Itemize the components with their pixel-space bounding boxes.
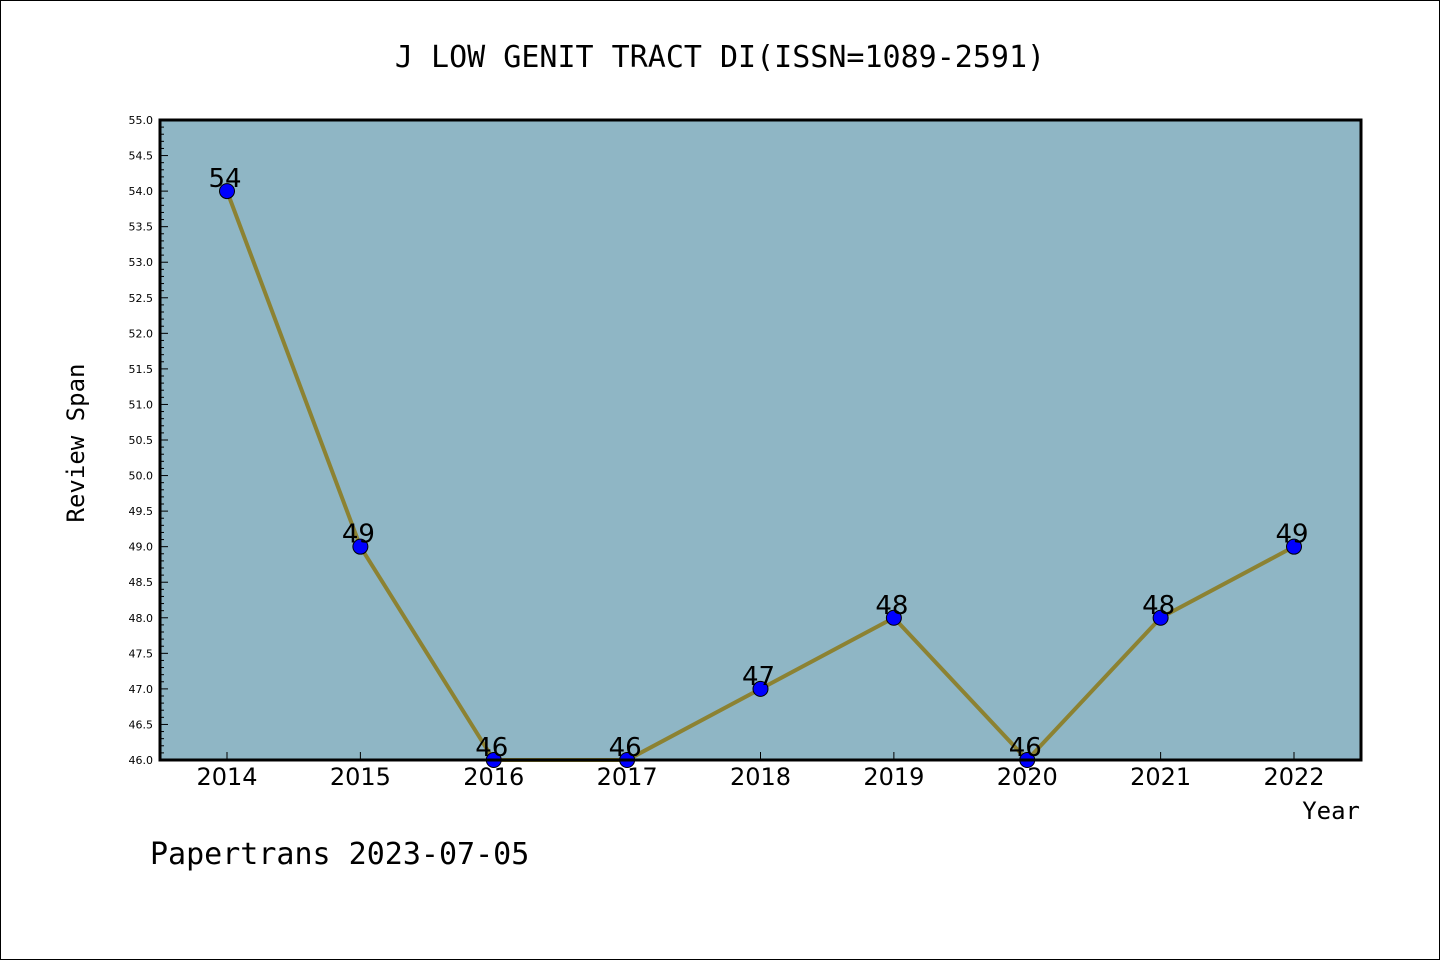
y-axis-ticks: 46.0 46.5 47.0 47.5 48.0 48.5 49.0 49.5 50.0 50.5…	[129, 114, 168, 767]
y-tick-label: 50.0	[129, 470, 154, 483]
y-tick-label: 55.0	[129, 114, 154, 127]
x-tick-label: 2015	[330, 763, 391, 791]
y-tick-label: 50.5	[129, 434, 154, 447]
chart-title: J LOW GENIT TRACT DI(ISSN=1089-2591)	[395, 40, 1045, 75]
x-tick-label: 2018	[730, 763, 791, 791]
y-tick-label: 53.0	[129, 256, 154, 269]
y-tick-label: 47.0	[129, 683, 154, 696]
y-tick-label: 46.5	[129, 718, 154, 731]
data-label: 49	[342, 520, 375, 550]
x-axis-label: Year	[1302, 797, 1360, 825]
plot-area	[160, 120, 1361, 760]
y-tick-label: 53.5	[129, 221, 154, 234]
y-tick-label: 54.0	[129, 185, 154, 198]
watermark-text: Papertrans 2023-07-05	[150, 837, 529, 872]
y-tick-label: 49.5	[129, 505, 154, 518]
data-point	[1286, 538, 1302, 555]
data-label: 47	[742, 662, 775, 692]
y-tick-label: 46.0	[129, 754, 154, 767]
plot-border	[158, 118, 1363, 762]
y-tick-label: 48.5	[129, 576, 154, 589]
data-label: 48	[875, 591, 908, 621]
data-label: 48	[1142, 591, 1175, 621]
data-label: 46	[1009, 733, 1042, 763]
y-tick-label: 52.0	[129, 327, 154, 340]
x-tick-label: 2014	[196, 763, 257, 791]
x-tick-label: 2021	[1130, 763, 1191, 791]
data-label: 46	[475, 733, 508, 763]
y-axis-label: Review Span	[62, 364, 90, 523]
data-labels-layer: 54 49 46 46 47 48 46 48 49	[208, 164, 1308, 763]
data-point	[352, 538, 369, 555]
data-label: 46	[609, 733, 642, 763]
y-tick-label: 51.0	[129, 398, 154, 411]
data-label: 54	[208, 164, 241, 194]
data-point	[885, 609, 902, 626]
y-tick-label: 48.0	[129, 612, 154, 625]
y-tick-label: 52.5	[129, 292, 154, 305]
y-tick-label: 49.0	[129, 541, 154, 554]
y-tick-label: 47.5	[129, 647, 154, 660]
y-tick-label: 51.5	[129, 363, 154, 376]
data-point	[1152, 609, 1169, 626]
x-tick-label: 2019	[863, 763, 924, 791]
x-axis-ticks: 2014 2015 2016 2017 2018 2019 2020 2021 2022	[196, 752, 1325, 791]
data-point	[752, 680, 769, 697]
data-label: 49	[1275, 520, 1308, 550]
data-point	[219, 183, 235, 200]
y-tick-label: 54.5	[129, 150, 154, 163]
x-tick-label: 2022	[1263, 763, 1324, 791]
